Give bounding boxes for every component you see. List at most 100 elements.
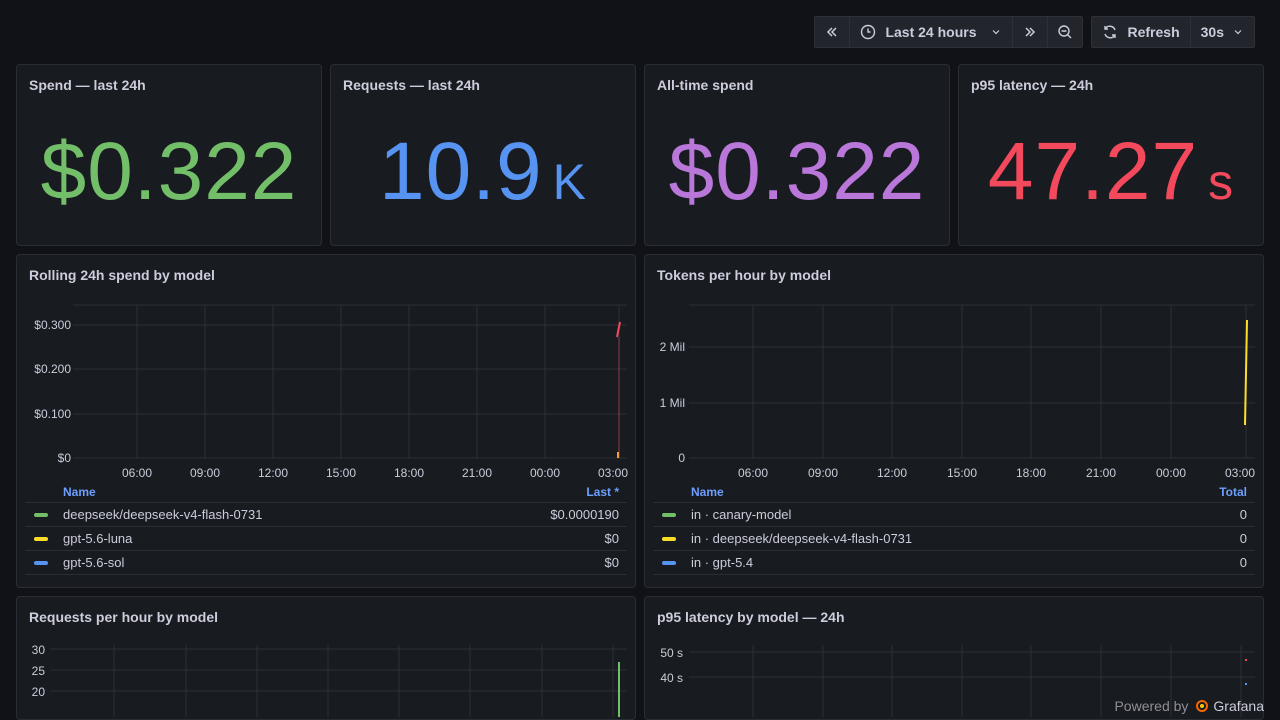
x-tick-label: 09:00 — [190, 466, 220, 480]
x-tick-label: 00:00 — [1156, 466, 1186, 480]
timeseries-panel-tokens[interactable]: Tokens per hour by model 2 Mil 1 Mil 0 0… — [644, 254, 1264, 588]
spend-chart: $0.300 $0.200 $0.100 $0 06:00 09:00 12:0… — [34, 304, 628, 480]
panel-title: Spend — last 24h — [29, 77, 146, 93]
shift-back-button[interactable] — [815, 17, 851, 47]
panel-title: p95 latency by model — 24h — [657, 609, 845, 625]
series-name: in · deepseek/deepseek-v4-flash-0731 — [691, 531, 913, 546]
series-value: 0 — [1239, 507, 1247, 522]
legend-row[interactable]: in · gpt-5.4 0 — [653, 551, 1255, 575]
x-tick-label: 03:00 — [1225, 466, 1255, 480]
latency-chart: 50 s 40 s — [660, 645, 1255, 717]
refresh-interval-label: 30s — [1200, 24, 1224, 40]
legend-value-header[interactable]: Total — [1219, 484, 1247, 499]
clock-icon — [861, 24, 876, 40]
legend-header: Name Last * — [25, 481, 627, 503]
timeseries-panel-latency[interactable]: p95 latency by model — 24h 50 s 40 s — [644, 596, 1264, 720]
series-swatch — [34, 560, 48, 565]
stat-value: $0.322 — [645, 125, 949, 219]
time-range-picker[interactable]: Last 24 hours — [850, 17, 1013, 47]
panel-title: p95 latency — 24h — [971, 77, 1094, 93]
stat-panel-p95-latency[interactable]: p95 latency — 24h 47.27 s — [958, 64, 1264, 246]
y-tick-label: 1 Mil — [660, 396, 685, 410]
stat-panel-requests-24h[interactable]: Requests — last 24h 10.9 K — [330, 64, 636, 246]
stat-unit: K — [552, 154, 587, 210]
series-swatch — [662, 512, 676, 517]
x-tick-label: 12:00 — [258, 466, 288, 480]
stat-panel-spend-24h[interactable]: Spend — last 24h $0.322 — [16, 64, 322, 246]
x-tick-label: 12:00 — [877, 466, 907, 480]
legend-row[interactable]: gpt-5.6-luna $0 — [25, 527, 627, 551]
stat-value: $0.322 — [17, 125, 321, 219]
panel-title: All-time spend — [657, 77, 754, 93]
x-tick-label: 21:00 — [462, 466, 492, 480]
requests-chart: 30 25 20 — [32, 643, 627, 717]
zoom-out-button[interactable] — [1048, 17, 1082, 47]
x-tick-label: 00:00 — [530, 466, 560, 480]
stat-unit: s — [1208, 154, 1235, 210]
series-name: deepseek/deepseek-v4-flash-0731 — [63, 507, 263, 522]
y-tick-label: 0 — [678, 451, 685, 465]
stat-number: $0.322 — [668, 126, 926, 217]
refresh-button[interactable]: Refresh — [1092, 17, 1191, 47]
legend-row[interactable]: in · deepseek/deepseek-v4-flash-0731 0 — [653, 527, 1255, 551]
legend-row[interactable]: in · canary-model 0 — [653, 503, 1255, 527]
chevrons-right-icon — [1024, 27, 1035, 37]
x-tick-label: 21:00 — [1086, 466, 1116, 480]
tokens-chart: 2 Mil 1 Mil 0 06:00 09:00 12:00 15:00 18… — [660, 304, 1255, 480]
shift-forward-button[interactable] — [1013, 17, 1048, 47]
legend-row[interactable]: deepseek/deepseek-v4-flash-0731 $0.00001… — [25, 503, 627, 527]
legend-name-header[interactable]: Name — [63, 484, 96, 499]
time-range-label: Last 24 hours — [885, 24, 977, 40]
refresh-label: Refresh — [1127, 24, 1180, 40]
y-tick-label: $0 — [58, 451, 72, 465]
panel-title: Requests — last 24h — [343, 77, 480, 93]
y-tick-label: 25 — [32, 664, 46, 678]
legend-name-header[interactable]: Name — [691, 484, 724, 499]
stat-number: $0.322 — [40, 126, 298, 217]
series-value: 0 — [1239, 555, 1247, 570]
x-tick-label: 06:00 — [122, 466, 152, 480]
time-toolbar: Last 24 hours Refresh 30s — [814, 16, 1255, 48]
series-name: in · gpt-5.4 — [691, 555, 754, 570]
legend-table: Name Total in · canary-model 0 in · deep… — [653, 481, 1255, 575]
refresh-interval-picker[interactable]: 30s — [1191, 17, 1254, 47]
series-name: gpt-5.6-luna — [63, 531, 133, 546]
timeseries-panel-requests[interactable]: Requests per hour by model 30 25 20 — [16, 596, 636, 720]
chevron-down-icon — [1234, 30, 1242, 35]
footer: Powered by Grafana — [1114, 698, 1264, 714]
panel-title: Tokens per hour by model — [657, 267, 831, 283]
y-tick-label: $0.300 — [34, 318, 71, 332]
chevron-down-icon — [992, 30, 999, 35]
y-tick-label: $0.100 — [34, 407, 71, 421]
grafana-logo-icon — [1196, 700, 1209, 712]
legend-value-header[interactable]: Last * — [586, 484, 619, 499]
refresh-group: Refresh 30s — [1090, 16, 1255, 48]
legend-row[interactable]: gpt-5.6-sol $0 — [25, 551, 627, 575]
y-tick-label: 30 — [32, 643, 46, 657]
grafana-link[interactable]: Grafana — [1194, 698, 1264, 714]
series-name: gpt-5.6-sol — [63, 555, 125, 570]
y-tick-label: 50 s — [660, 646, 683, 660]
stat-number: 47.27 — [987, 126, 1199, 217]
x-tick-label: 15:00 — [326, 466, 356, 480]
stat-value: 10.9 K — [331, 125, 635, 219]
series-swatch — [34, 512, 48, 517]
x-tick-label: 18:00 — [394, 466, 424, 480]
series-swatch — [34, 536, 48, 541]
x-tick-label: 03:00 — [598, 466, 628, 480]
series-swatch — [662, 536, 676, 541]
powered-by-label: Powered by — [1114, 698, 1189, 714]
panel-title: Rolling 24h spend by model — [29, 267, 215, 283]
grafana-brand-text: Grafana — [1213, 698, 1264, 714]
stat-number: 10.9 — [379, 126, 543, 217]
x-tick-label: 09:00 — [808, 466, 838, 480]
y-tick-label: 40 s — [660, 671, 683, 685]
x-tick-label: 15:00 — [947, 466, 977, 480]
panel-title: Requests per hour by model — [29, 609, 219, 625]
time-picker-group: Last 24 hours — [814, 16, 1083, 48]
timeseries-panel-spend[interactable]: Rolling 24h spend by model $0.300 $0.200… — [16, 254, 636, 588]
legend-table: Name Last * deepseek/deepseek-v4-flash-0… — [25, 481, 627, 575]
series-value: 0 — [1239, 531, 1247, 546]
series-swatch — [662, 560, 676, 565]
stat-panel-alltime-spend[interactable]: All-time spend $0.322 — [644, 64, 950, 246]
